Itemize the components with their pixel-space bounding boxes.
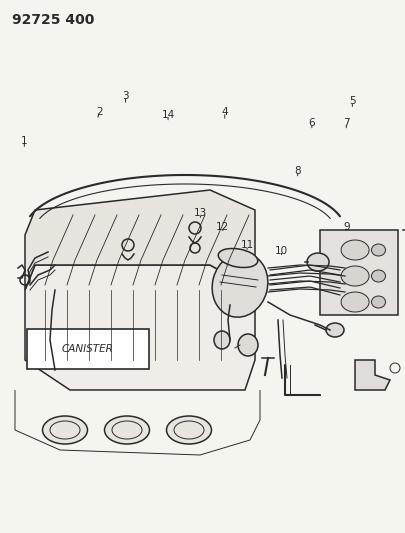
Ellipse shape: [214, 331, 230, 349]
Text: 3: 3: [122, 91, 129, 101]
Polygon shape: [25, 265, 255, 390]
Text: 7: 7: [343, 118, 350, 127]
Ellipse shape: [238, 334, 258, 356]
Polygon shape: [25, 190, 255, 290]
Text: 92725 400: 92725 400: [12, 13, 94, 27]
Text: 4: 4: [222, 107, 228, 117]
FancyBboxPatch shape: [27, 329, 149, 369]
Ellipse shape: [371, 296, 386, 308]
Ellipse shape: [341, 266, 369, 286]
Text: 5: 5: [349, 96, 356, 106]
Ellipse shape: [307, 253, 329, 271]
Ellipse shape: [218, 248, 258, 268]
Text: CANISTER: CANISTER: [62, 344, 114, 354]
Text: 10: 10: [275, 246, 288, 255]
Text: 8: 8: [294, 166, 301, 175]
Ellipse shape: [326, 323, 344, 337]
Text: 11: 11: [241, 240, 254, 250]
Ellipse shape: [371, 244, 386, 256]
Ellipse shape: [341, 292, 369, 312]
Ellipse shape: [166, 416, 211, 444]
Ellipse shape: [104, 416, 149, 444]
Text: 13: 13: [194, 208, 207, 218]
Text: 6: 6: [309, 118, 315, 127]
Ellipse shape: [212, 253, 268, 317]
Ellipse shape: [43, 416, 87, 444]
Text: 2: 2: [96, 107, 102, 117]
Ellipse shape: [341, 240, 369, 260]
Text: 12: 12: [216, 222, 229, 231]
Text: 14: 14: [162, 110, 175, 119]
Text: 1: 1: [21, 136, 28, 146]
Ellipse shape: [371, 270, 386, 282]
Polygon shape: [355, 360, 390, 390]
FancyBboxPatch shape: [320, 230, 398, 315]
Text: 9: 9: [343, 222, 350, 231]
